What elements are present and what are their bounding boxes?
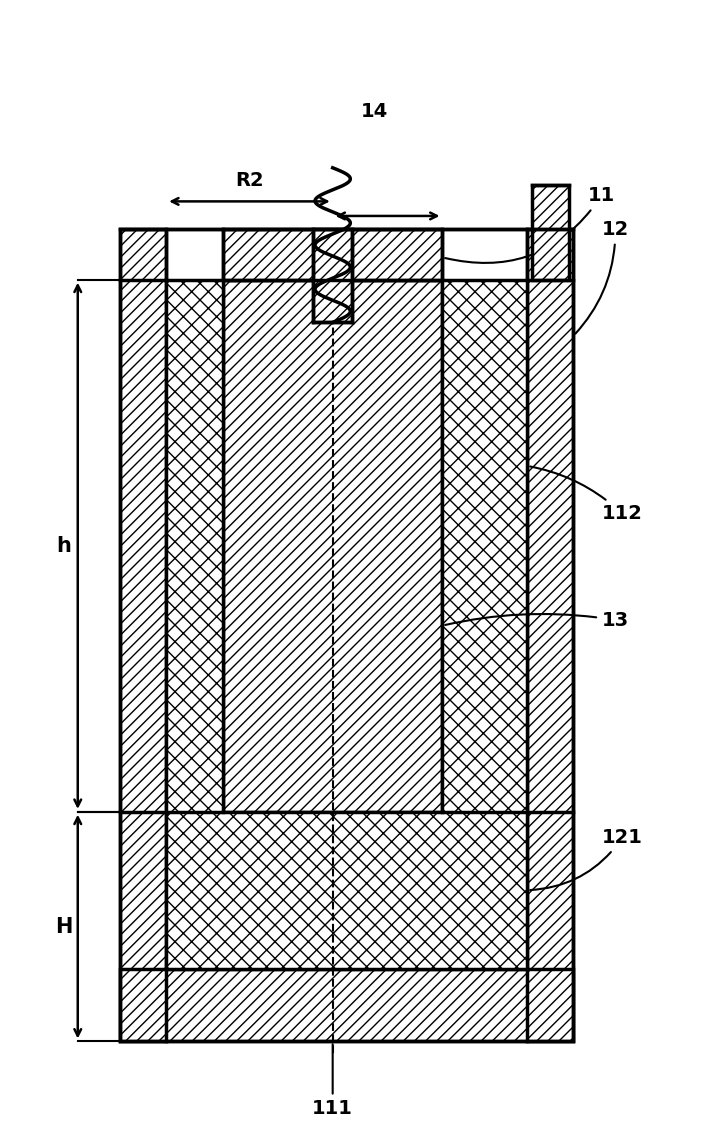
Text: H: H — [56, 917, 73, 936]
Text: R2: R2 — [235, 170, 264, 190]
Text: 14: 14 — [361, 103, 388, 121]
Text: 12: 12 — [575, 220, 629, 333]
Bar — [223, 230, 443, 280]
Bar — [166, 812, 527, 968]
Bar — [121, 230, 166, 1042]
Bar — [166, 280, 223, 812]
Bar — [443, 280, 527, 812]
Bar — [121, 968, 573, 1042]
Text: 13: 13 — [445, 611, 629, 629]
Text: 111: 111 — [312, 1044, 353, 1118]
Bar — [121, 230, 573, 1042]
Bar — [313, 230, 352, 322]
Bar — [532, 185, 569, 280]
Bar — [527, 230, 573, 1042]
Bar — [223, 280, 443, 812]
Text: h: h — [56, 536, 71, 556]
Text: 11: 11 — [445, 186, 615, 263]
Text: 121: 121 — [530, 828, 643, 890]
Text: R1: R1 — [373, 227, 402, 247]
Text: 112: 112 — [530, 466, 643, 523]
